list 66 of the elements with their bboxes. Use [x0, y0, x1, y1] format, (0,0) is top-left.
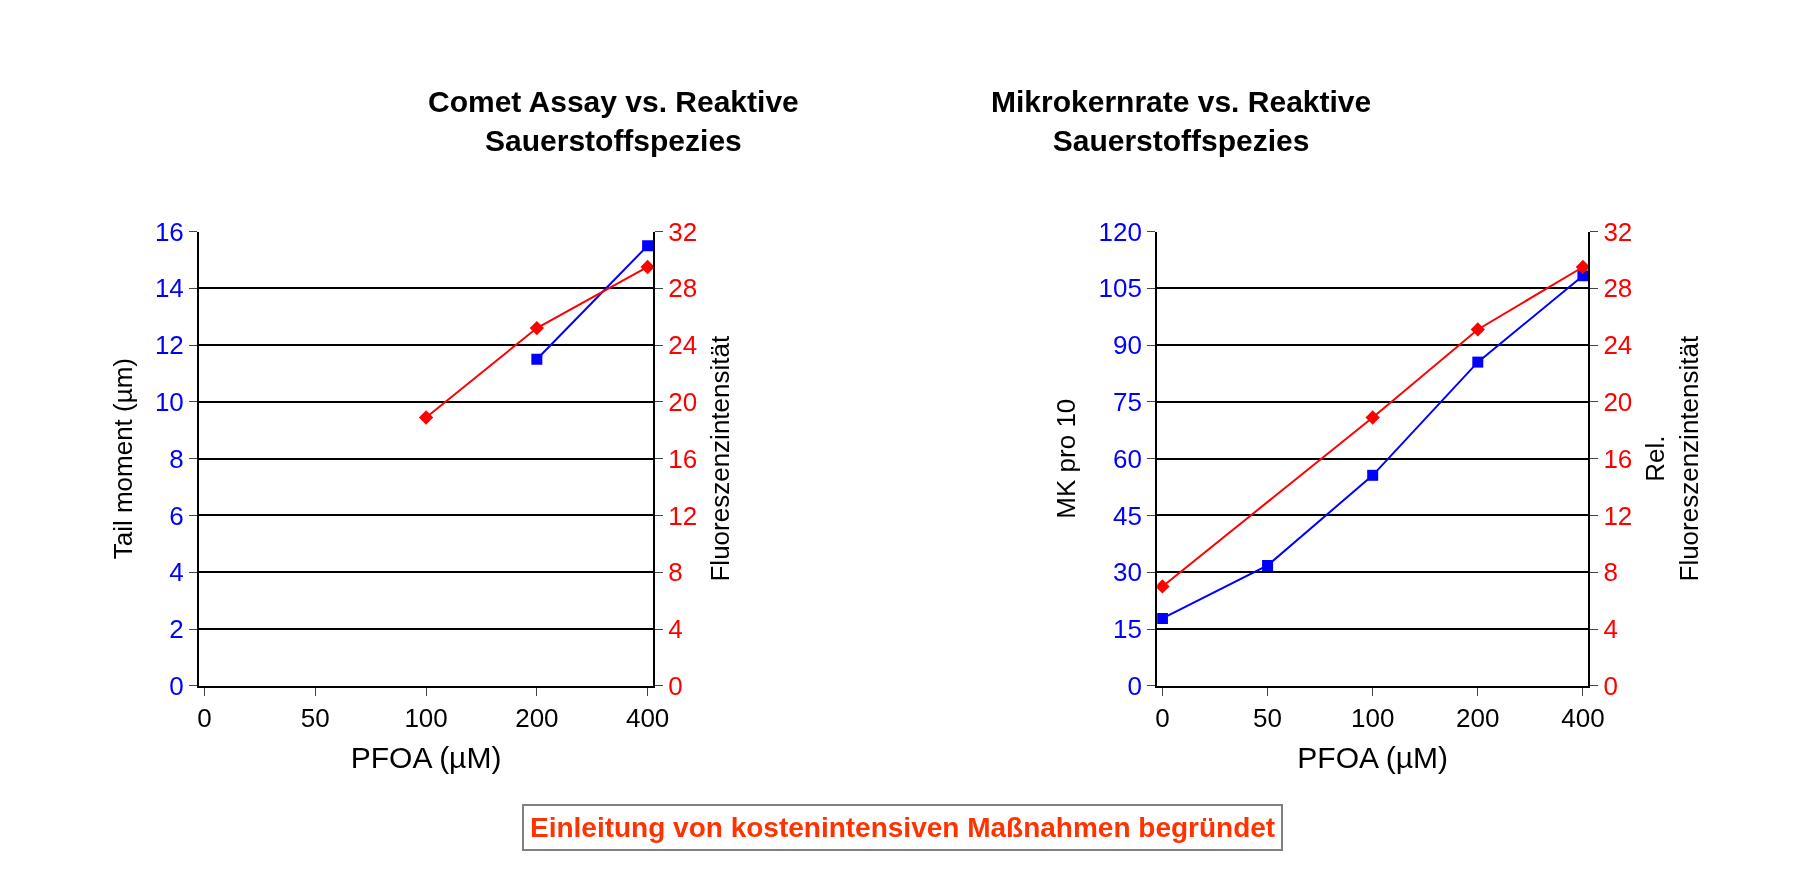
y2-tick-label: 20 — [668, 386, 698, 417]
y2-tick-label: 4 — [668, 614, 683, 645]
y2-tick-label: 32 — [668, 216, 698, 247]
y-tick-label: 8 — [169, 443, 184, 474]
y-tick-label: 15 — [1113, 614, 1142, 645]
y-tick-label: 16 — [154, 216, 184, 247]
y2-axis-title: Fluoreszenzintensität — [705, 335, 736, 582]
point — [1365, 410, 1380, 425]
y-tick-label: 60 — [1113, 443, 1142, 474]
y-tick-label: 12 — [154, 330, 184, 361]
chart-title: Comet Assay vs. Reaktive Sauerstoffspezies — [428, 85, 799, 157]
y-tick-label: 75 — [1113, 386, 1142, 417]
x-tick-label: 200 — [515, 703, 559, 733]
y2-tick-label: 12 — [668, 500, 698, 531]
x-axis-title: PFOA (µM) — [1297, 741, 1448, 774]
point — [1472, 356, 1484, 368]
point — [1157, 612, 1168, 624]
y-tick-label: 120 — [1098, 216, 1142, 247]
y2-tick-label: 28 — [668, 273, 698, 304]
x-tick-label: 200 — [1456, 703, 1500, 733]
y-tick-label: 45 — [1113, 500, 1142, 531]
text: Einleitung von kostenintensiven Maßnahmen begründet — [530, 812, 1276, 843]
y-tick-label: 0 — [169, 670, 184, 701]
y-tick-label: 10 — [154, 386, 184, 417]
y-axis-title: Tail moment (µm) — [107, 357, 138, 560]
y2-tick-label: 28 — [1603, 273, 1633, 304]
y-tick-label: 4 — [169, 557, 184, 588]
point — [1262, 559, 1274, 571]
point — [1575, 259, 1589, 275]
y2-tick-label: 0 — [1603, 670, 1618, 701]
x-tick-label: 0 — [1155, 703, 1170, 733]
y2-tick-label: 8 — [1603, 557, 1618, 588]
y2-tick-label: 0 — [668, 670, 683, 701]
y2-tick-label: 24 — [1603, 330, 1633, 361]
y-tick-label: 0 — [1127, 670, 1142, 701]
y-axis-title: MK pro 10 — [1051, 398, 1082, 519]
y-tick-label: 30 — [1113, 557, 1142, 588]
y2-axis-title: Rel. Fluoreszenzintensität — [1640, 335, 1705, 582]
y-tick-label: 2 — [169, 614, 184, 645]
y2-tick-label: 32 — [1603, 216, 1633, 247]
x-tick-label: 400 — [625, 703, 670, 733]
point — [640, 259, 654, 275]
chart-title: Mikrokernrate vs. Reaktive Sauerstoffspezies — [991, 85, 1372, 157]
x-tick-label: 100 — [1350, 703, 1395, 733]
point — [529, 320, 545, 336]
point — [418, 410, 434, 425]
x-tick-label: 100 — [404, 703, 448, 733]
x-tick-label: 50 — [1253, 703, 1283, 733]
y2-tick-label: 16 — [1603, 443, 1633, 474]
y2-tick-label: 4 — [1603, 614, 1618, 645]
x-axis-title: PFOA (µM) — [350, 741, 502, 774]
y-tick-label: 6 — [169, 500, 184, 531]
y2-tick-label: 12 — [1603, 500, 1633, 531]
y2-tick-label: 20 — [1603, 386, 1633, 417]
point — [1470, 322, 1485, 337]
y-tick-label: 90 — [1113, 330, 1142, 361]
y2-tick-label: 24 — [668, 330, 698, 361]
y2-tick-label: 8 — [668, 557, 683, 588]
point — [1367, 469, 1379, 481]
x-tick-label: 0 — [197, 703, 212, 733]
y-tick-label: 14 — [154, 273, 184, 304]
point — [1157, 579, 1170, 594]
x-tick-label: 400 — [1561, 703, 1605, 733]
y2-tick-label: 16 — [668, 443, 698, 474]
y-tick-label: 105 — [1098, 273, 1142, 304]
x-tick-label: 50 — [300, 703, 330, 733]
